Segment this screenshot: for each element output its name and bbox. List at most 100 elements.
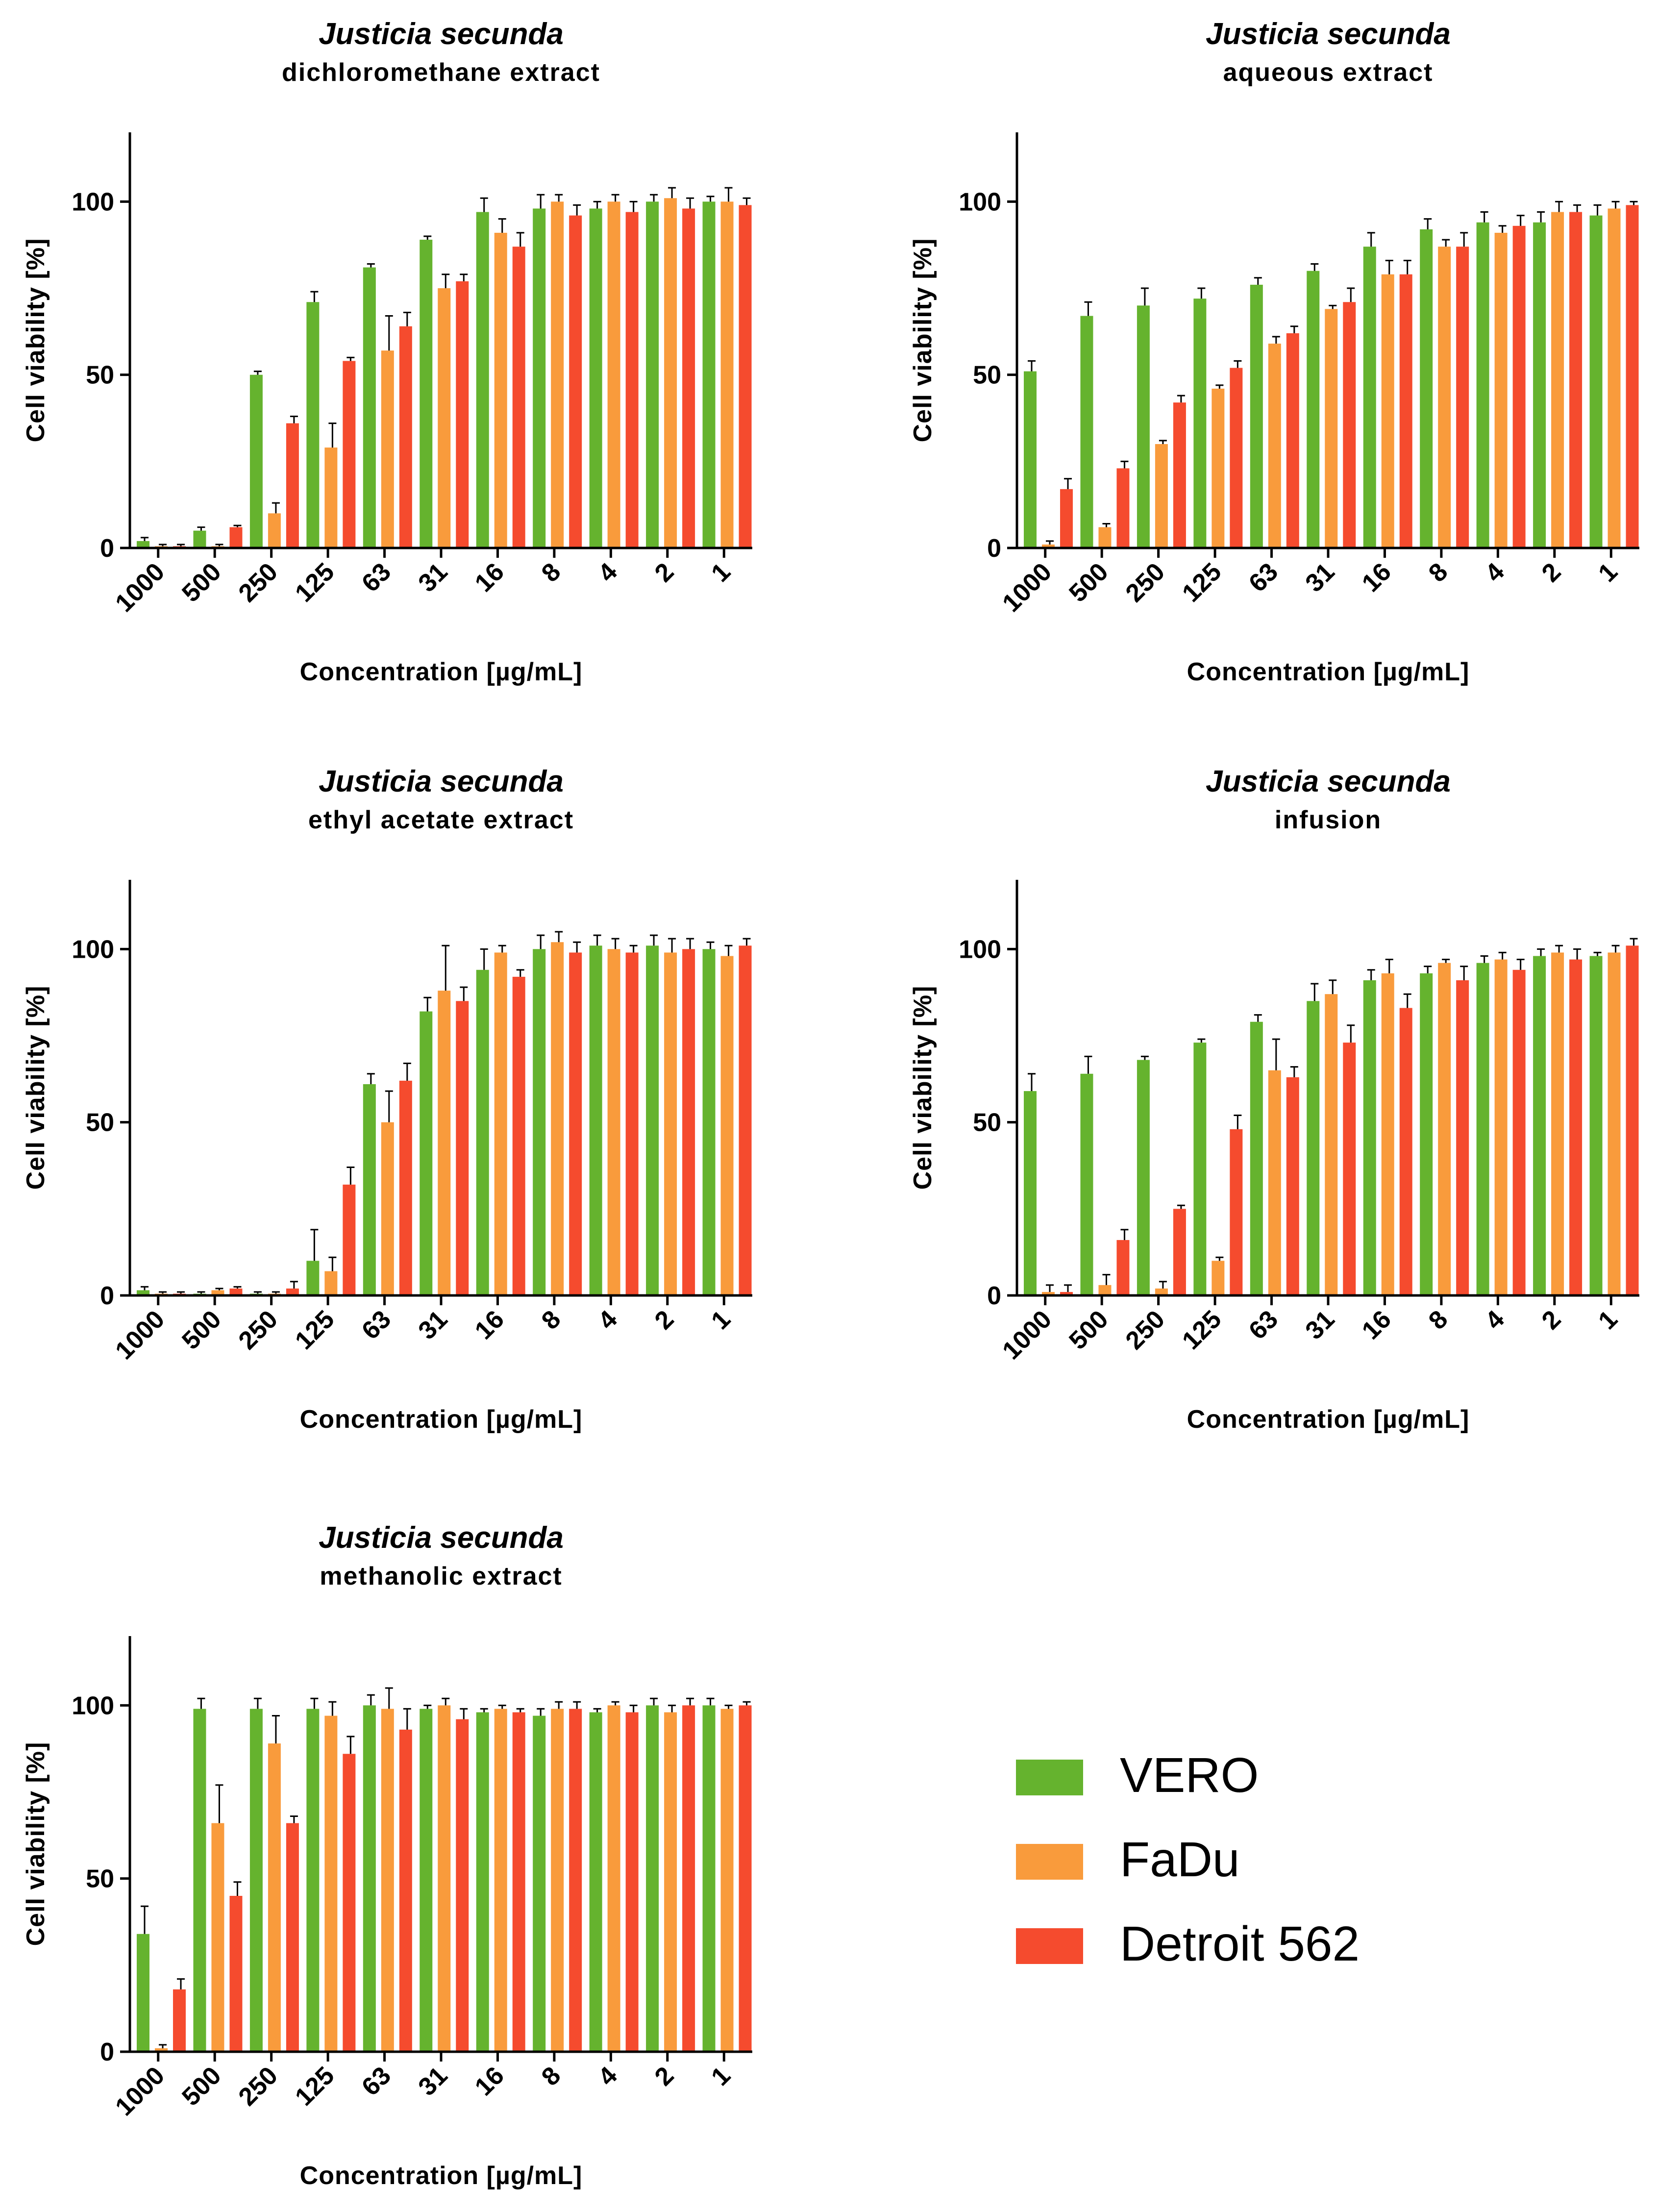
bar-vero-2 [646,945,659,1295]
bar-vero-250 [249,374,263,548]
chart-panel-4: Justicia secunda infusion 0 50 100 1000 500 250… [909,765,1639,1434]
y-tick-label: 50 [973,361,1001,390]
x-tick-label: 125 [290,1305,340,1355]
y-axis-label: Cell viability [%] [22,1742,50,1946]
bar-detroit-562-250 [286,1288,299,1295]
bar-vero-250 [1137,305,1150,548]
bar-detroit-562-31 [1343,1043,1356,1295]
x-tick-label: 4 [593,557,623,588]
bar-detroit-562-31 [1343,302,1356,548]
x-axis-label: Concentration [µg/mL] [300,1405,583,1434]
x-tick-label: 16 [470,2061,510,2101]
bar-vero-1 [1589,956,1603,1295]
bar-fadu-1 [1608,208,1621,548]
bar-fadu-8 [1438,247,1451,548]
legend-label-fadu: FaDu [1120,1832,1240,1887]
x-tick-label: 31 [413,2061,453,2101]
y-tick-label: 0 [987,1282,1001,1310]
bar-fadu-500 [1098,1285,1112,1295]
bar-vero-16 [1363,247,1376,548]
x-tick-label: 2 [649,2061,679,2091]
bar-vero-125 [1193,298,1207,548]
x-tick-label: 4 [1480,1305,1510,1335]
x-tick-label: 16 [470,1305,510,1345]
bar-fadu-8 [551,201,564,548]
bar-fadu-31 [438,288,451,548]
bar-detroit-562-125 [343,361,356,548]
bar-vero-1 [702,1705,716,2052]
x-axis-label: Concentration [µg/mL] [300,658,583,686]
bar-vero-500 [193,530,206,548]
bar-fadu-31 [438,991,451,1295]
bar-vero-63 [363,1705,376,2052]
bar-detroit-562-16 [512,1712,525,2052]
bar-detroit-562-500 [1116,468,1130,548]
bar-detroit-562-250 [1173,1209,1186,1295]
bar-detroit-562-16 [512,976,525,1295]
x-tick-label: 31 [413,1305,453,1345]
bar-vero-1 [702,949,716,1295]
bar-detroit-562-1 [1626,945,1639,1295]
x-tick-label: 125 [1177,557,1227,607]
y-tick-label: 100 [72,935,114,964]
x-tick-label: 1000 [997,557,1057,618]
x-tick-label: 1 [706,1305,736,1335]
bar-vero-1 [1589,215,1603,548]
bar-detroit-562-16 [1399,1008,1412,1295]
bar-fadu-16 [494,232,507,548]
bar-detroit-562-2 [682,949,695,1295]
bar-fadu-4 [607,1705,620,2052]
bar-vero-1000 [137,541,149,548]
bar-vero-250 [1137,1060,1150,1295]
bar-vero-63 [1250,284,1263,548]
bar-vero-4 [1476,963,1489,1295]
bar-fadu-16 [494,952,507,1295]
bar-detroit-562-1 [739,1705,752,2052]
y-tick-label: 100 [72,188,114,216]
bar-vero-8 [533,1715,546,2052]
x-tick-label: 16 [1357,557,1397,597]
bar-detroit-562-4 [1512,969,1526,1295]
bar-detroit-562-250 [1173,402,1186,548]
x-tick-label: 250 [233,1305,283,1355]
chart-panel-1: Justicia secunda dichloromethane extract 0… [22,17,752,686]
x-tick-label: 8 [1423,557,1453,587]
chart-title: Justicia secunda [1206,765,1451,798]
x-tick-label: 4 [593,2061,623,2091]
bar-detroit-562-4 [625,952,639,1295]
bar-vero-31 [1307,271,1320,548]
x-tick-label: 63 [356,1305,396,1345]
x-axis-label: Concentration [µg/mL] [300,2162,583,2190]
bar-detroit-562-2 [1569,212,1583,548]
bar-detroit-562-63 [1286,333,1299,548]
x-tick-label: 500 [1063,1305,1113,1355]
x-tick-label: 63 [1243,1305,1284,1345]
bar-vero-31 [420,1709,433,2052]
x-tick-label: 125 [1177,1305,1227,1355]
bar-detroit-562-125 [1230,368,1243,548]
y-tick-label: 0 [100,2038,114,2066]
x-tick-label: 63 [1243,557,1284,597]
bar-detroit-562-1000 [1060,1292,1073,1295]
bar-detroit-562-8 [569,215,582,548]
bar-vero-63 [1250,1021,1263,1295]
bar-fadu-31 [438,1705,451,2052]
bar-detroit-562-63 [399,326,412,548]
bar-fadu-500 [1098,527,1112,548]
y-tick-label: 50 [86,361,114,390]
bar-fadu-125 [1212,1261,1225,1295]
bar-vero-4 [589,208,602,548]
x-tick-label: 250 [1120,557,1170,607]
x-tick-label: 1000 [110,2061,170,2121]
bar-fadu-8 [551,942,564,1295]
bar-fadu-63 [381,1709,394,2052]
y-tick-label: 50 [973,1109,1001,1137]
bar-fadu-16 [1381,274,1394,548]
x-tick-label: 500 [176,557,226,607]
x-tick-label: 1000 [110,557,170,618]
bar-detroit-562-4 [1512,225,1526,548]
bar-vero-1000 [1024,1091,1037,1295]
chart-subtitle: methanolic extract [320,1562,563,1591]
bar-detroit-562-125 [343,1754,356,2052]
